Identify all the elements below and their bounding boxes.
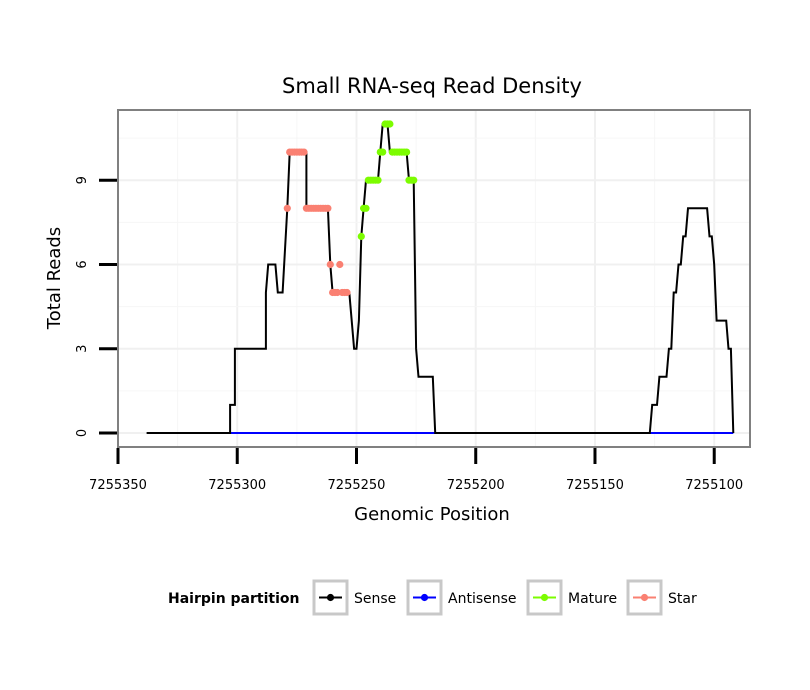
legend-item-sense: Sense (312, 579, 396, 616)
series-mature-point (403, 148, 411, 156)
x-tick-label: 7255300 (208, 478, 266, 493)
legend-key-point (640, 593, 649, 602)
x-tick-label: 7255100 (685, 478, 743, 493)
series-mature-point (374, 176, 382, 184)
legend-item-antisense: Antisense (406, 579, 517, 616)
legend-label-star: Star (668, 591, 697, 607)
x-axis: 7255350 7255300 7255250 7255200 7255150 72551… (89, 448, 743, 493)
y-tick-label: 3 (75, 345, 90, 353)
series-star-point (336, 260, 344, 269)
x-axis-title: Genomic Position (354, 504, 510, 525)
x-tick-label: 7255150 (566, 478, 624, 493)
legend-label-antisense: Antisense (448, 591, 517, 607)
series-layer (146, 120, 735, 434)
series-mature-point (357, 232, 365, 240)
y-axis-title: Total Reads (44, 227, 65, 330)
legend-key-point (326, 593, 335, 602)
x-tick-label: 7255350 (89, 478, 147, 493)
legend-key-point (420, 593, 429, 602)
x-tick-label: 7255200 (447, 478, 505, 493)
legend-label-mature: Mature (568, 591, 617, 607)
series-star-point (326, 260, 334, 269)
series-mature-point (379, 148, 387, 156)
legend: Hairpin partition Sense Antisense Mature St… (168, 579, 697, 616)
legend-item-star: Star (626, 579, 697, 616)
series-star-point (283, 204, 291, 212)
series-star-point (324, 204, 332, 212)
y-tick-label: 0 (75, 429, 90, 437)
chart-title: Small RNA-seq Read Density (282, 74, 582, 98)
legend-title: Hairpin partition (168, 591, 299, 607)
legend-item-mature: Mature (526, 579, 617, 616)
series-mature-point (410, 176, 418, 184)
series-mature-point (362, 204, 370, 212)
legend-label-sense: Sense (354, 591, 396, 607)
series-star-point (300, 148, 308, 156)
series-mature-point (386, 120, 394, 128)
series-star-point (343, 288, 351, 297)
y-axis: 0 3 6 9 (75, 176, 117, 437)
y-tick-label: 9 (75, 176, 90, 184)
y-tick-label: 6 (75, 260, 90, 268)
legend-key-point (540, 593, 549, 602)
x-tick-label: 7255250 (328, 478, 386, 493)
plot-border (117, 109, 751, 448)
